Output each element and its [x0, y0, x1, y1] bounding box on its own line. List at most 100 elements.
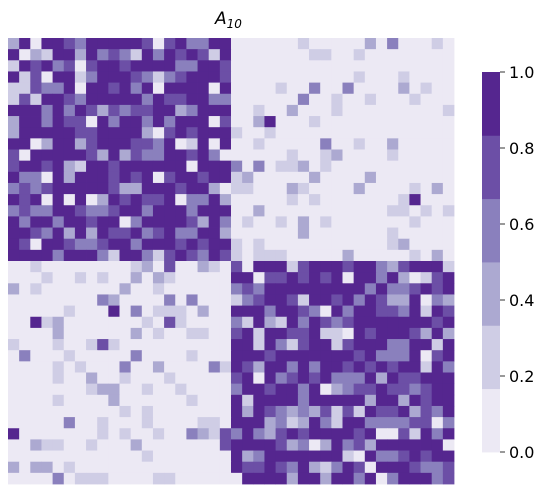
heatmap-cell — [387, 372, 399, 385]
heatmap-cell — [97, 71, 109, 83]
heatmap-cell — [431, 49, 444, 61]
heatmap-cell — [342, 60, 355, 72]
heatmap-cell — [130, 428, 143, 440]
heatmap-cell — [264, 361, 276, 373]
heatmap-cell — [175, 60, 187, 72]
heatmap-cell — [286, 116, 299, 128]
heatmap-cell — [431, 182, 444, 195]
heatmap-cell — [108, 405, 120, 418]
heatmap-cell — [152, 294, 165, 306]
heatmap-cell — [8, 316, 20, 329]
heatmap-cell — [264, 160, 276, 173]
heatmap-cell — [41, 350, 53, 362]
heatmap-cell — [309, 194, 321, 206]
heatmap-cell — [409, 82, 421, 95]
heatmap-cell — [8, 171, 20, 184]
heatmap-cell — [320, 350, 332, 362]
heatmap-cell — [141, 461, 154, 474]
heatmap-cell — [297, 405, 310, 418]
heatmap-cell — [431, 305, 444, 318]
heatmap-cell — [264, 238, 276, 251]
heatmap-cell — [375, 261, 388, 273]
heatmap-cell — [286, 261, 299, 273]
heatmap-cell — [331, 316, 343, 329]
heatmap-cell — [119, 104, 132, 117]
heatmap-cell — [297, 93, 310, 106]
heatmap-cell — [219, 138, 232, 150]
heatmap-cell — [264, 171, 276, 184]
heatmap-cell — [41, 93, 53, 106]
heatmap-cell — [387, 138, 399, 150]
heatmap-cell — [119, 127, 132, 139]
heatmap-cell — [41, 439, 53, 451]
heatmap-cell — [398, 361, 410, 373]
heatmap-cell — [30, 104, 42, 117]
heatmap-cell — [253, 339, 265, 351]
heatmap-cell — [387, 238, 399, 251]
heatmap-cell — [320, 472, 332, 485]
heatmap-cell — [86, 350, 98, 362]
heatmap-cell — [275, 327, 288, 340]
heatmap-cell — [286, 294, 299, 306]
heatmap-cell — [41, 249, 53, 262]
heatmap-cell — [264, 472, 276, 485]
heatmap-cell — [97, 182, 109, 195]
heatmap-cell — [353, 428, 366, 440]
heatmap-cell — [409, 439, 421, 451]
heatmap-cell — [420, 138, 433, 150]
heatmap-cell — [364, 116, 377, 128]
heatmap-cell — [86, 71, 98, 83]
heatmap-cell — [175, 272, 187, 284]
heatmap-cell — [297, 160, 310, 173]
heatmap-cell — [286, 361, 299, 373]
heatmap-cell — [141, 249, 154, 262]
heatmap-cell — [286, 316, 299, 329]
heatmap-cell — [41, 283, 53, 295]
heatmap-cell — [364, 205, 377, 217]
heatmap-cell — [387, 194, 399, 206]
heatmap-cell — [275, 194, 288, 206]
heatmap-cell — [86, 138, 98, 150]
heatmap-cell — [331, 450, 343, 463]
heatmap-cell — [364, 194, 377, 206]
heatmap-cell — [175, 38, 187, 50]
heatmap-cell — [97, 82, 109, 95]
heatmap-cell — [197, 82, 210, 95]
heatmap-cell — [320, 149, 332, 162]
heatmap-cell — [253, 327, 265, 340]
heatmap-cell — [420, 405, 433, 418]
heatmap-cell — [353, 38, 366, 50]
heatmap-cell — [30, 227, 42, 240]
heatmap-cell — [353, 160, 366, 173]
heatmap-cell — [231, 461, 243, 474]
heatmap-cell — [231, 294, 243, 306]
heatmap-cell — [141, 372, 154, 385]
heatmap-cell — [130, 272, 143, 284]
heatmap-cell — [342, 294, 355, 306]
heatmap-cell — [208, 205, 221, 217]
heatmap-cell — [30, 182, 42, 195]
heatmap-cell — [186, 305, 198, 318]
heatmap-cell — [52, 205, 65, 217]
heatmap-cell — [19, 405, 31, 418]
heatmap-cell — [74, 249, 87, 262]
heatmap-cell — [164, 138, 176, 150]
heatmap-cell — [175, 171, 187, 184]
heatmap-cell — [8, 383, 20, 396]
heatmap-cell — [342, 472, 355, 485]
heatmap-cell — [331, 472, 343, 485]
heatmap-cell — [119, 82, 132, 95]
heatmap-cell — [219, 249, 232, 262]
heatmap-cell — [275, 372, 288, 385]
heatmap-cell — [331, 327, 343, 340]
heatmap-cell — [141, 60, 154, 72]
heatmap-cell — [253, 439, 265, 451]
heatmap-cell — [164, 294, 176, 306]
heatmap-cell — [108, 93, 120, 106]
heatmap-cell — [30, 60, 42, 72]
heatmap-cell — [275, 439, 288, 451]
heatmap-cell — [197, 339, 210, 351]
heatmap-cell — [175, 138, 187, 150]
heatmap-cell — [264, 104, 276, 117]
heatmap-cell — [8, 417, 20, 429]
